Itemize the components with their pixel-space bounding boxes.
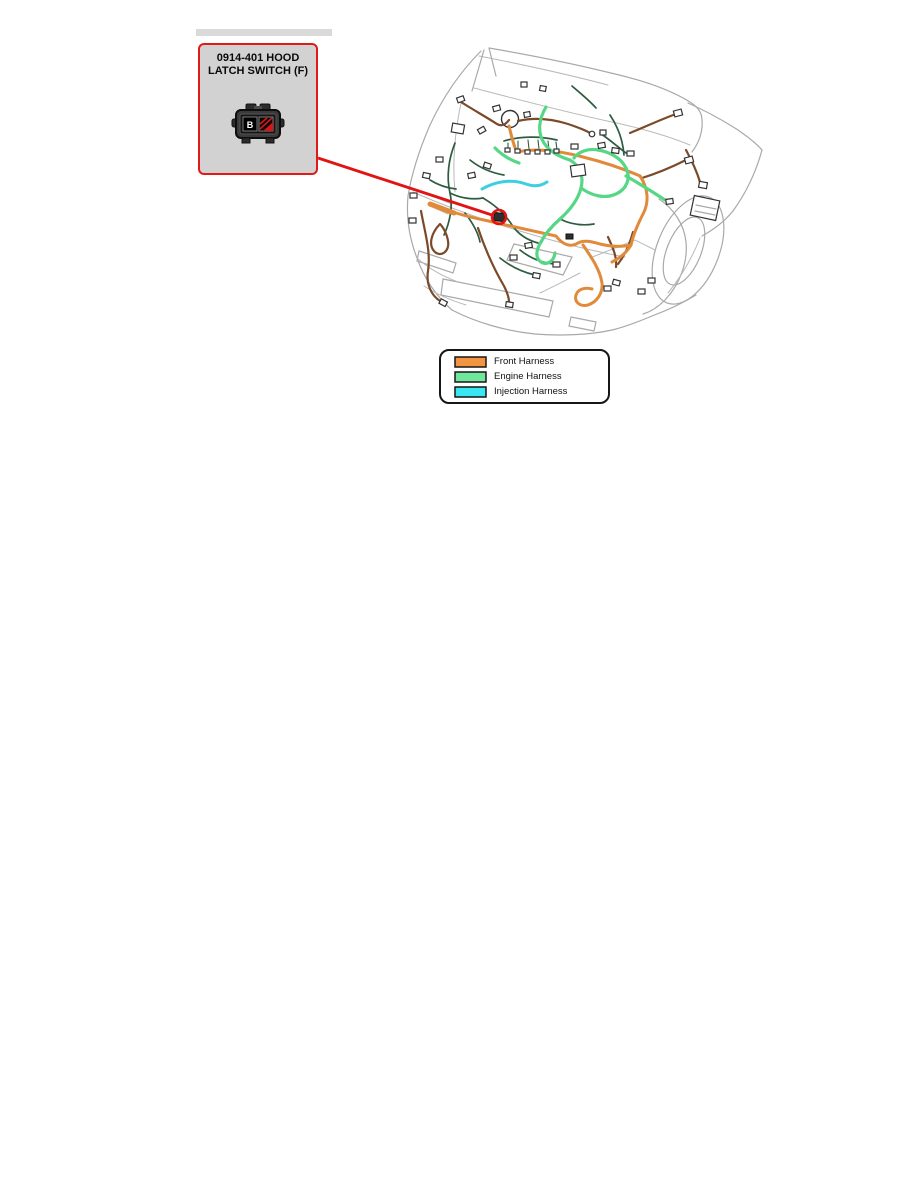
connector-symbol (626, 150, 635, 157)
connector-symbol (553, 148, 560, 154)
connector-symbol (531, 271, 541, 280)
connector-symbol (552, 261, 561, 268)
connector-symbol (421, 171, 432, 180)
engine-harness-swatch (454, 370, 487, 383)
connector-symbol (534, 149, 541, 155)
connector-symbol (409, 192, 418, 199)
brown-wires (419, 100, 702, 304)
connector-symbol (597, 141, 607, 150)
legend-label-engine-harness: Engine Harness (494, 371, 562, 382)
connector-symbol (565, 233, 574, 240)
connector-symbol (509, 254, 518, 261)
connector-symbol (438, 298, 449, 308)
legend-label-injection-harness: Injection Harness (494, 386, 568, 397)
connector-symbol (504, 147, 511, 153)
connector-symbol (520, 81, 528, 88)
connector-symbol (603, 285, 612, 292)
harness-legend: Front Harness Engine Harness Injection H… (439, 349, 610, 404)
connector-symbol (647, 277, 656, 284)
connector-symbol (665, 197, 675, 206)
callout-leader (317, 156, 508, 226)
connector-symbols (408, 81, 721, 309)
callout-box: 0914-401 HOOD LATCH SWITCH (F) B (198, 43, 318, 175)
front-harness-swatch (454, 355, 487, 368)
connector-symbol (538, 84, 547, 93)
vehicle-outline (406, 47, 763, 336)
callout-title-line1: 0914-401 HOOD (216, 52, 300, 64)
legend-row-engine-harness: Engine Harness (454, 370, 608, 383)
connector-symbol (610, 146, 620, 155)
callout-title-line2: LATCH SWITCH (F) (208, 65, 308, 77)
scan-artifact-strip (196, 29, 332, 36)
connector-symbol (450, 122, 466, 135)
connector-symbol (672, 108, 684, 118)
engine-harness-path (493, 105, 667, 265)
dark-green-wires (429, 85, 627, 276)
connector-symbol (482, 161, 493, 170)
connector-symbol (599, 129, 607, 136)
connector-symbol (683, 155, 695, 165)
connector-symbol (588, 130, 596, 138)
highlight-circle (490, 208, 508, 226)
callout-leader-line (317, 156, 493, 217)
connector-symbol (455, 94, 466, 104)
connector-symbol (524, 149, 531, 155)
injection-harness-swatch (454, 385, 487, 398)
injection-harness-path (480, 179, 549, 191)
connector-symbol (408, 217, 417, 224)
connector-pin-label: B (247, 120, 254, 130)
callout-title: 0914-401 HOOD LATCH SWITCH (F) (200, 52, 316, 78)
connector-symbol (466, 171, 477, 180)
connector-symbol (544, 149, 551, 155)
connector-symbol (637, 288, 646, 295)
connector-symbol (476, 125, 487, 135)
connector-symbol (523, 110, 532, 119)
connector-symbol (491, 104, 502, 113)
connector-symbol (570, 143, 579, 150)
connector-symbol (697, 180, 709, 190)
connector-symbol (611, 278, 622, 287)
relay-box-symbol (569, 163, 587, 178)
connector-symbol (435, 156, 444, 163)
connector-symbol (504, 300, 514, 309)
connector-symbol (524, 241, 534, 250)
highlighted-cavity-mark (263, 122, 273, 131)
legend-row-injection-harness: Injection Harness (454, 385, 608, 398)
legend-label-front-harness: Front Harness (494, 356, 555, 367)
legend-row-front-harness: Front Harness (454, 355, 608, 368)
hood-latch-connector-icon: B (231, 103, 285, 144)
connector-symbol (514, 148, 521, 154)
